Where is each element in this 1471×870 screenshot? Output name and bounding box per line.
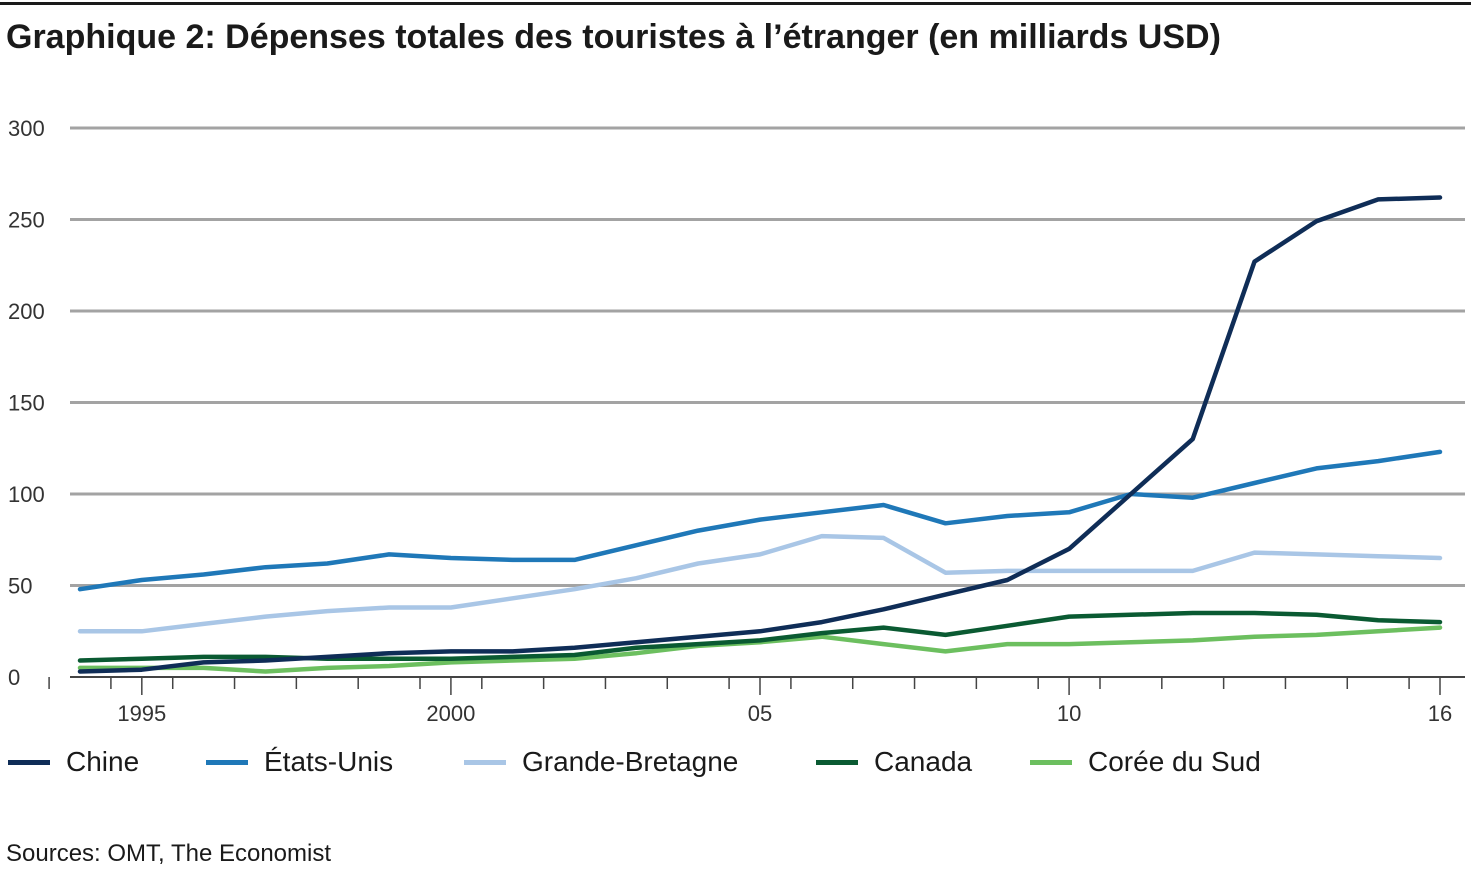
y-tick-label: 0 xyxy=(8,665,20,690)
legend-label: Grande-Bretagne xyxy=(522,746,739,777)
y-tick-label: 50 xyxy=(8,574,32,599)
legend-label: Canada xyxy=(874,746,973,777)
y-axis-labels: 0 50 100 150 200 250 300 xyxy=(8,116,45,690)
legend-label: Chine xyxy=(66,746,140,777)
x-tick-label: 16 xyxy=(1428,701,1452,726)
x-axis-labels: 1995 2000 05 10 16 xyxy=(117,701,1452,726)
legend-swatch xyxy=(464,759,506,765)
y-tick-label: 300 xyxy=(8,116,45,141)
legend-item: États-Unis xyxy=(206,746,393,778)
y-tick-label: 200 xyxy=(8,299,45,324)
y-tick-label: 250 xyxy=(8,208,45,233)
gridlines xyxy=(70,126,1465,587)
x-tick-label: 10 xyxy=(1057,701,1081,726)
legend-swatch xyxy=(8,759,50,765)
top-rule xyxy=(0,2,1471,5)
y-tick-label: 100 xyxy=(8,482,45,507)
legend-item: Corée du Sud xyxy=(1030,746,1261,778)
series-lines xyxy=(77,195,1443,674)
legend-swatch xyxy=(1030,759,1072,765)
legend-item: Canada xyxy=(816,746,972,778)
x-axis xyxy=(48,676,1465,695)
x-tick-label: 1995 xyxy=(117,701,166,726)
series-line-cor-e-du-sud xyxy=(77,625,1443,674)
legend-label: Corée du Sud xyxy=(1088,746,1261,777)
legend-item: Grande-Bretagne xyxy=(464,746,738,778)
series-line--tats-unis xyxy=(77,449,1443,592)
chart-title: Graphique 2: Dépenses totales des touris… xyxy=(6,18,1221,56)
series-line-chine xyxy=(77,195,1443,674)
y-tick-label: 150 xyxy=(8,391,45,416)
series-line-grande-bretagne xyxy=(77,533,1443,634)
legend-item: Chine xyxy=(8,746,139,778)
legend-label: États-Unis xyxy=(264,746,394,777)
legend-swatch xyxy=(816,759,858,765)
source-note: Sources: OMT, The Economist xyxy=(6,840,332,867)
x-tick-label: 2000 xyxy=(426,701,475,726)
legend-swatch xyxy=(206,759,248,765)
legend: Chine États-Unis Grande-Bretagne Canada Coré… xyxy=(8,746,1448,786)
x-tick-label: 05 xyxy=(748,701,772,726)
